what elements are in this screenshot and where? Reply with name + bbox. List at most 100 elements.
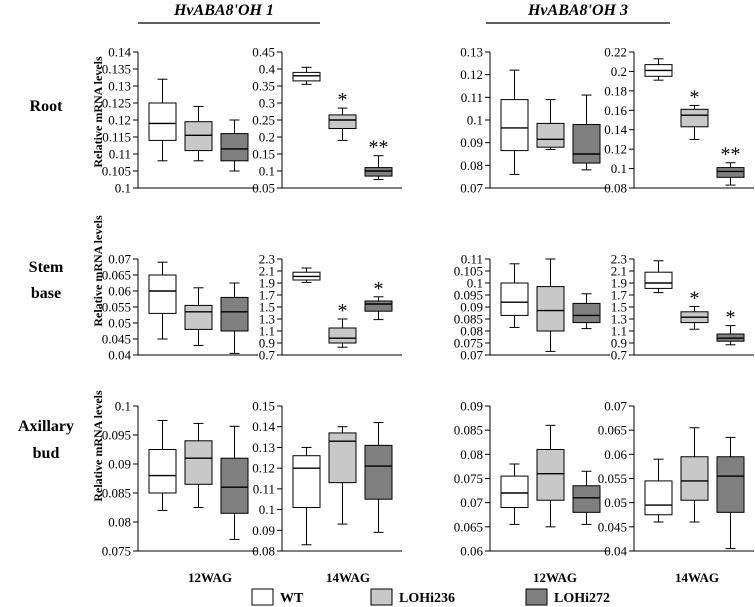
y-tick-label: 0.12 bbox=[460, 67, 483, 82]
significance-marker: * bbox=[374, 278, 384, 300]
box-lohi272: * bbox=[364, 278, 393, 321]
box-lohi272 bbox=[572, 94, 601, 171]
row-label-2-0: Axillary bbox=[18, 418, 74, 435]
panel-2-1: 0.15 0.14 0.13 0.12 0.11 0.1 0.09 0.08 bbox=[252, 399, 402, 559]
y-axis-label-row-1: Relative mRNA levels bbox=[91, 215, 105, 327]
y-tick-label: 0.08 bbox=[252, 544, 275, 559]
box-lohi236 bbox=[536, 258, 565, 352]
y-tick-label: 0.12 bbox=[252, 461, 275, 476]
box-wt bbox=[292, 267, 321, 283]
box-iqr bbox=[364, 444, 393, 500]
y-tick-label: 0.1 bbox=[115, 181, 131, 196]
box-lohi236 bbox=[184, 422, 213, 508]
x-stage-label-1: 14WAG bbox=[326, 570, 370, 585]
box-lohi236 bbox=[680, 427, 709, 523]
y-tick-label: 0.05 bbox=[108, 316, 131, 331]
box-iqr bbox=[536, 286, 565, 332]
box-iqr bbox=[536, 122, 565, 148]
y-tick-label: 0.04 bbox=[604, 544, 627, 559]
box-iqr bbox=[184, 121, 213, 152]
panel-0-1: 0.450.40.350.30.250.20.150.10.05*** bbox=[252, 45, 402, 196]
y-tick-label: 0.08 bbox=[460, 324, 483, 339]
significance-marker: ** bbox=[721, 144, 741, 166]
y-tick-label: 0.18 bbox=[604, 83, 627, 98]
box-lohi272: * bbox=[716, 307, 745, 346]
y-tick-label: 0.05 bbox=[252, 181, 275, 196]
y-tick-label: 0.04 bbox=[108, 348, 131, 363]
box-lohi236: * bbox=[328, 300, 357, 348]
y-tick-label: 0.11 bbox=[461, 90, 483, 105]
y-tick-label: 0.15 bbox=[252, 399, 275, 414]
box-iqr bbox=[572, 302, 601, 324]
y-tick-label: 0.2 bbox=[259, 130, 275, 145]
y-tick-label: 0.08 bbox=[604, 181, 627, 196]
y-tick-label: 2.3 bbox=[259, 252, 275, 267]
box-iqr bbox=[328, 114, 357, 130]
y-tick-label: 0.14 bbox=[252, 419, 275, 434]
y-tick-label: 0.115 bbox=[102, 130, 131, 145]
y-tick-label: 1.5 bbox=[259, 300, 275, 315]
box-lohi272 bbox=[572, 470, 601, 525]
row-label-1-0: Stem bbox=[29, 259, 64, 276]
y-tick-label: 1.1 bbox=[611, 324, 627, 339]
significance-marker: * bbox=[338, 300, 348, 322]
y-tick-label: 0.065 bbox=[598, 423, 627, 438]
y-tick-label: 1.1 bbox=[259, 324, 275, 339]
y-tick-label: 0.07 bbox=[604, 399, 627, 414]
box-iqr bbox=[716, 167, 745, 178]
y-tick-label: 0.06 bbox=[108, 284, 131, 299]
y-tick-label: 0.1 bbox=[259, 502, 275, 517]
y-tick-label: 0.08 bbox=[460, 447, 483, 462]
row-labels: Root Stem base Axillary bud bbox=[18, 98, 74, 462]
y-tick-label: 0.09 bbox=[460, 135, 483, 150]
box-iqr bbox=[220, 457, 249, 514]
y-tick-label: 0.1 bbox=[467, 276, 483, 291]
y-tick-label: 0.14 bbox=[108, 45, 131, 60]
y-tick-label: 0.055 bbox=[598, 471, 627, 486]
box-iqr bbox=[500, 475, 529, 509]
y-axis-label-row-0: Relative mRNA levels bbox=[91, 56, 105, 168]
box-iqr bbox=[148, 449, 177, 494]
y-tick-label: 0.055 bbox=[102, 300, 131, 315]
box-lohi236: * bbox=[680, 86, 709, 140]
y-tick-label: 0.08 bbox=[108, 515, 131, 530]
box-iqr bbox=[500, 99, 529, 152]
y-tick-label: 0.09 bbox=[108, 457, 131, 472]
y-tick-label: 0.45 bbox=[252, 45, 275, 60]
box-iqr bbox=[536, 449, 565, 501]
panel-2-0: 0.1 0.095 0.09 0.085 0.08 0.075 bbox=[102, 399, 258, 559]
y-tick-label: 1.9 bbox=[611, 276, 627, 291]
y-tick-label: 0.07 bbox=[460, 495, 483, 510]
y-tick-label: 0.045 bbox=[598, 519, 627, 534]
y-tick-label: 0.065 bbox=[102, 268, 131, 283]
box-iqr bbox=[500, 282, 529, 316]
y-tick-label: 0.07 bbox=[460, 348, 483, 363]
box-lohi272: ** bbox=[716, 144, 745, 186]
y-tick-label: 0.05 bbox=[604, 495, 627, 510]
y-tick-label: 1.5 bbox=[611, 300, 627, 315]
significance-marker: ** bbox=[369, 137, 389, 159]
box-lohi272 bbox=[364, 422, 393, 533]
y-tick-label: 0.11 bbox=[253, 481, 275, 496]
legend-label-0: WT bbox=[280, 591, 304, 606]
box-lohi236 bbox=[184, 287, 213, 346]
y-tick-label: 2.3 bbox=[611, 252, 627, 267]
significance-marker: * bbox=[690, 287, 700, 309]
panel-0-0: 0.14 0.135 0.13 0.125 0.12 0.115 0.11 0.105 0.1 bbox=[102, 45, 258, 196]
box-wt bbox=[148, 420, 177, 511]
legend: WT LOHi236 LOHi272 bbox=[251, 588, 610, 606]
y-tick-label: 0.125 bbox=[102, 96, 131, 111]
legend-label-1: LOHi236 bbox=[399, 591, 455, 606]
y-tick-label: 0.095 bbox=[102, 428, 131, 443]
y-tick-label: 0.9 bbox=[611, 336, 627, 351]
box-wt bbox=[500, 69, 529, 175]
box-iqr bbox=[148, 102, 177, 141]
box-lohi272: ** bbox=[364, 137, 393, 180]
y-tick-label: 2.1 bbox=[259, 264, 275, 279]
box-iqr bbox=[148, 274, 177, 314]
box-lohi236 bbox=[536, 99, 565, 150]
y-tick-label: 0.15 bbox=[252, 147, 275, 162]
y-tick-label: 1.9 bbox=[259, 276, 275, 291]
